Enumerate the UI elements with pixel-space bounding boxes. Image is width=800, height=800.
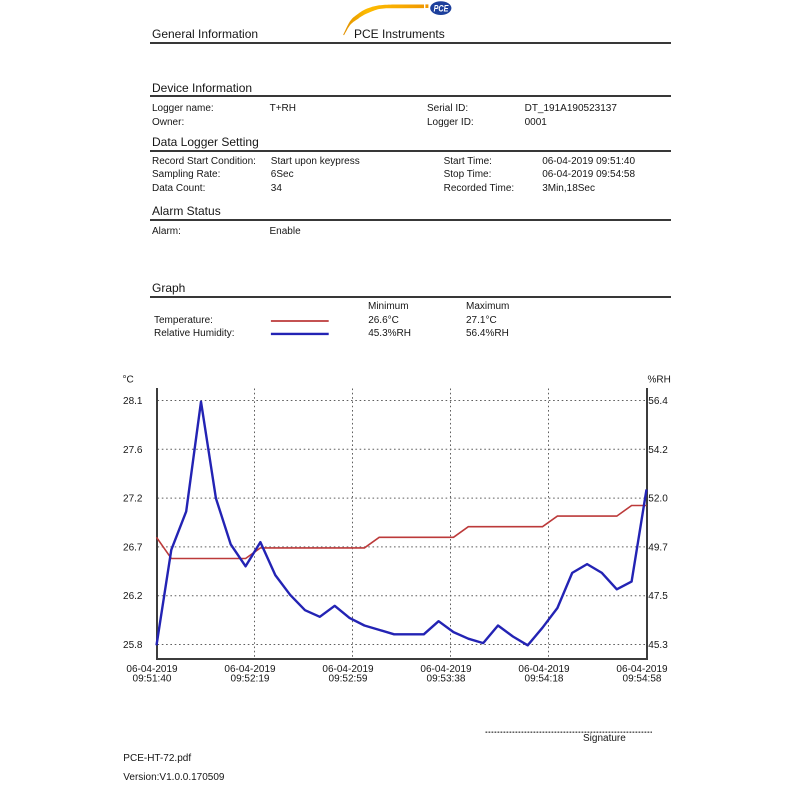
svg-text:09:52:59: 09:52:59 (329, 674, 368, 685)
svg-text:47.5: 47.5 (648, 591, 668, 602)
svg-text:27.6: 27.6 (123, 445, 143, 456)
svg-text:27.2: 27.2 (123, 494, 143, 505)
svg-text:52.0: 52.0 (648, 494, 668, 505)
svg-text:25.8: 25.8 (123, 640, 143, 651)
svg-text:09:54:58: 09:54:58 (623, 674, 662, 685)
svg-text:26.2: 26.2 (123, 591, 143, 602)
svg-text:06-04-2019: 06-04-2019 (322, 664, 374, 675)
svg-text:54.2: 54.2 (648, 445, 668, 456)
svg-text:06-04-2019: 06-04-2019 (126, 664, 178, 675)
svg-text:06-04-2019: 06-04-2019 (616, 664, 668, 675)
svg-text:49.7: 49.7 (648, 542, 668, 553)
svg-text:09:52:19: 09:52:19 (231, 674, 270, 685)
svg-text:PCE: PCE (434, 3, 449, 14)
svg-text:56.4: 56.4 (648, 396, 668, 407)
svg-text:45.3: 45.3 (648, 640, 668, 651)
svg-text:06-04-2019: 06-04-2019 (224, 664, 276, 675)
svg-text:26.7: 26.7 (123, 542, 143, 553)
svg-text:06-04-2019: 06-04-2019 (420, 664, 472, 675)
svg-text:09:54:18: 09:54:18 (525, 674, 564, 685)
svg-text:°C: °C (123, 375, 134, 386)
svg-text:28.1: 28.1 (123, 396, 143, 407)
svg-text:09:53:38: 09:53:38 (427, 674, 466, 685)
svg-text:%RH: %RH (648, 375, 671, 386)
svg-text:06-04-2019: 06-04-2019 (518, 664, 570, 675)
svg-text:09:51:40: 09:51:40 (133, 674, 172, 685)
